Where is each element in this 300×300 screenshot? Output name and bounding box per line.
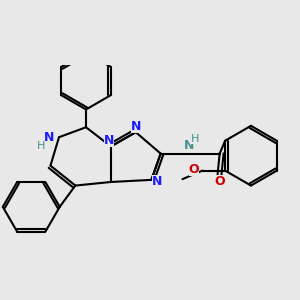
- Text: N: N: [184, 139, 194, 152]
- Text: O: O: [214, 176, 225, 188]
- Text: H: H: [37, 141, 45, 151]
- Text: O: O: [188, 164, 199, 176]
- Text: N: N: [103, 134, 114, 147]
- Text: N: N: [44, 131, 54, 144]
- Text: H: H: [191, 134, 200, 144]
- Text: N: N: [152, 176, 162, 188]
- Text: N: N: [131, 120, 142, 133]
